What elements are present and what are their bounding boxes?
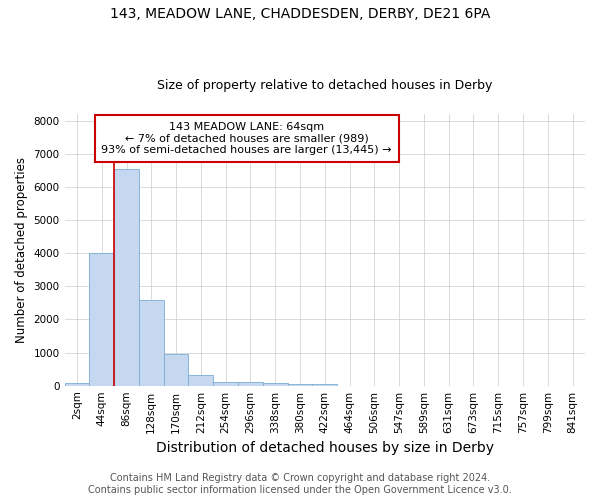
Bar — [114, 168, 139, 386]
Bar — [188, 375, 213, 386]
Bar — [164, 354, 188, 386]
Text: 143 MEADOW LANE: 64sqm
← 7% of detached houses are smaller (989)
93% of semi-det: 143 MEADOW LANE: 64sqm ← 7% of detached … — [101, 122, 392, 156]
Title: Size of property relative to detached houses in Derby: Size of property relative to detached ho… — [157, 79, 493, 92]
Bar — [313, 384, 337, 386]
Bar — [263, 383, 287, 386]
Bar — [213, 382, 238, 386]
Bar — [89, 253, 114, 386]
Text: Contains HM Land Registry data © Crown copyright and database right 2024.
Contai: Contains HM Land Registry data © Crown c… — [88, 474, 512, 495]
Bar — [238, 382, 263, 386]
Y-axis label: Number of detached properties: Number of detached properties — [15, 157, 28, 343]
Bar — [287, 384, 313, 386]
Bar — [65, 383, 89, 386]
X-axis label: Distribution of detached houses by size in Derby: Distribution of detached houses by size … — [156, 441, 494, 455]
Bar — [139, 300, 164, 386]
Text: 143, MEADOW LANE, CHADDESDEN, DERBY, DE21 6PA: 143, MEADOW LANE, CHADDESDEN, DERBY, DE2… — [110, 8, 490, 22]
